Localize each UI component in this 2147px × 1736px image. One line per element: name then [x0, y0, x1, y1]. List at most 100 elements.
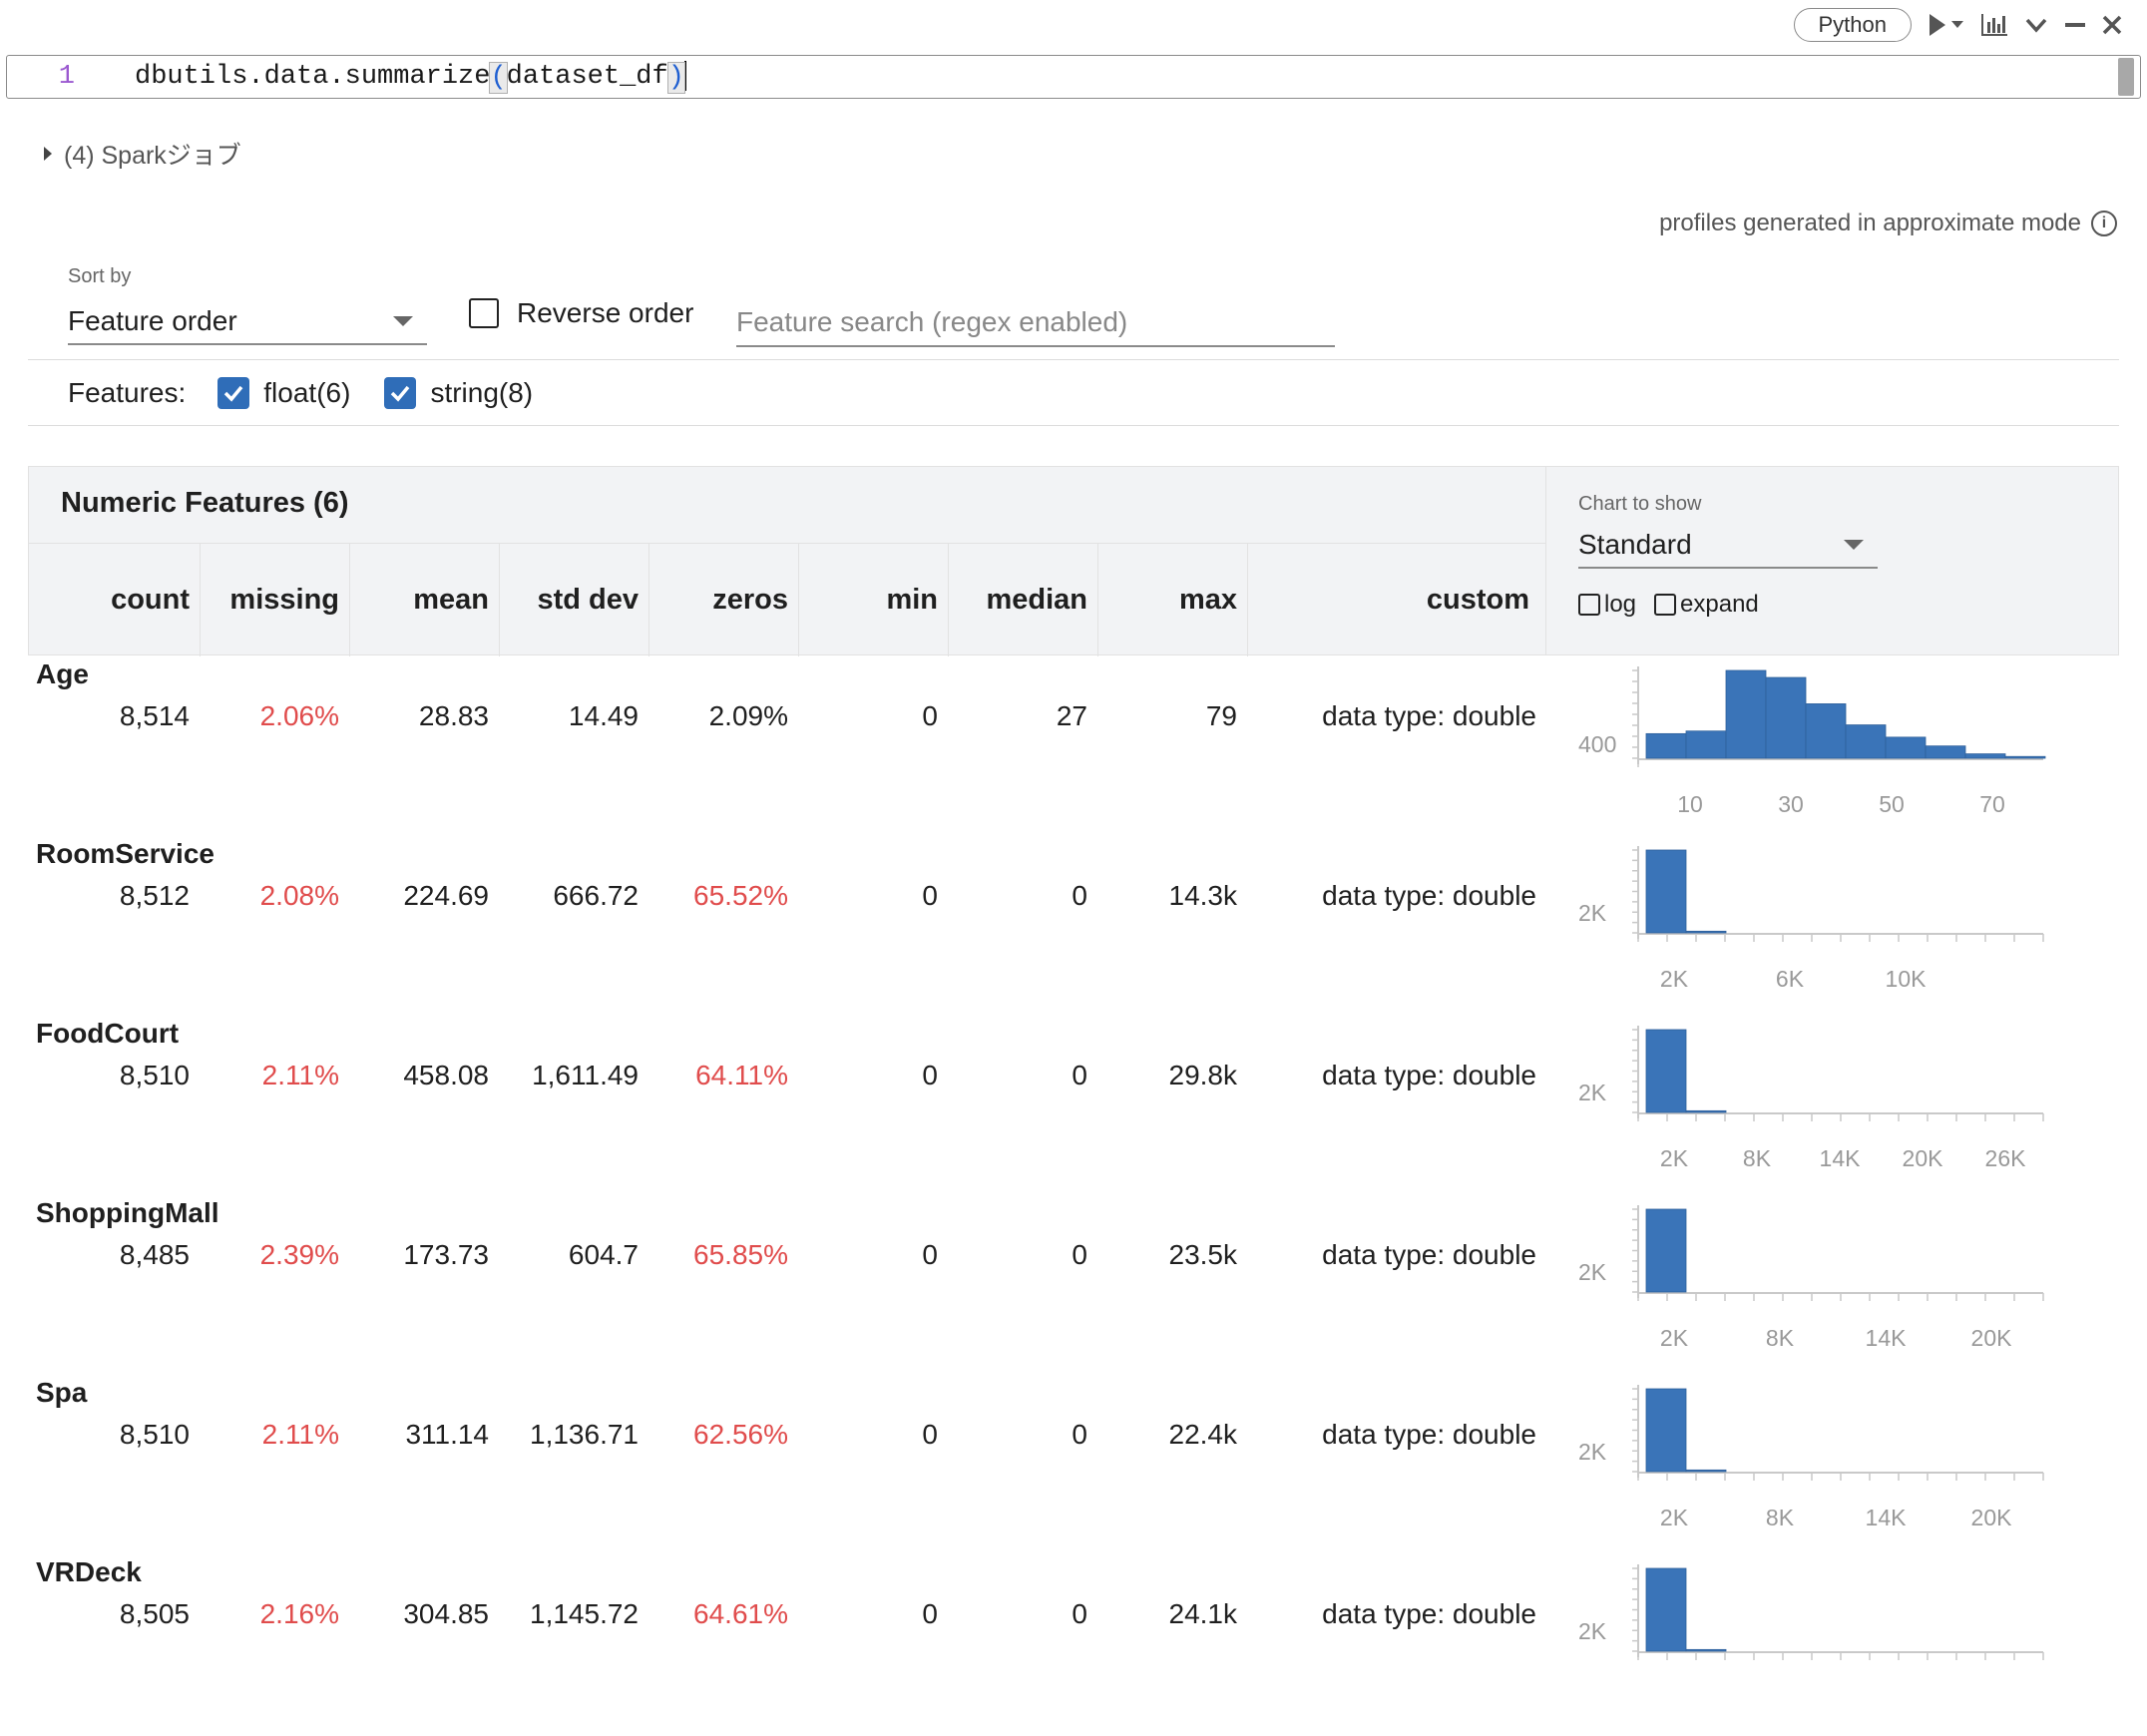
histogram-bar[interactable] [1645, 1029, 1687, 1113]
cell-custom: data type: double [1322, 1598, 1536, 1629]
cell-min: 0 [922, 880, 938, 911]
histogram-bar[interactable] [1845, 724, 1887, 759]
expand-checkbox[interactable]: expand [1654, 591, 1759, 619]
col-header-mean[interactable]: mean [350, 544, 500, 656]
x-tick-label: 20K [1971, 1325, 2013, 1351]
col-header-custom[interactable]: custom [1426, 584, 1529, 616]
numeric-features-header: Numeric Features (6) count missing mean … [28, 466, 2119, 656]
cell-median: 0 [1072, 1239, 1087, 1270]
checkbox-icon [1654, 594, 1677, 616]
histogram-bar[interactable] [1685, 1469, 1727, 1473]
col-header-zeros[interactable]: zeros [649, 544, 799, 656]
divider [28, 359, 2119, 360]
cell-max: 14.3k [1168, 880, 1238, 911]
cell-missing: 2.11% [261, 1419, 339, 1450]
x-tick-label: 2K [1660, 1505, 1689, 1530]
cell-zeros: 62.56% [693, 1419, 788, 1450]
col-header-missing[interactable]: missing [201, 544, 350, 656]
cell-missing: 2.08% [259, 880, 339, 911]
info-icon[interactable]: i [2091, 211, 2117, 236]
x-tick-label: 2K [1660, 1145, 1689, 1171]
cell-count: 8,505 [119, 1598, 190, 1629]
cell-count: 8,485 [119, 1239, 190, 1270]
code-line[interactable]: dbutils.data.summarize(dataset_df) [135, 61, 686, 94]
editor-scrollbar[interactable] [2118, 58, 2134, 96]
histogram-bar[interactable] [1885, 736, 1927, 759]
x-tick-label: 70 [1979, 791, 2005, 817]
minimize-icon[interactable] [2063, 13, 2087, 37]
y-tick-label: 2K [1578, 1618, 1607, 1644]
histogram-bar[interactable] [1725, 669, 1767, 759]
feature-type-float[interactable]: float(6) [217, 377, 350, 409]
histogram-bar[interactable] [2004, 755, 2046, 759]
x-tick-label: 8K [1743, 1145, 1772, 1171]
x-tick-label: 2K [1660, 966, 1689, 992]
histogram-bar[interactable] [1685, 930, 1727, 934]
sort-by-label: Sort by [68, 265, 132, 287]
cell-zeros: 64.61% [693, 1598, 788, 1629]
histogram-bar[interactable] [1645, 1388, 1687, 1473]
reverse-order-label: Reverse order [517, 297, 694, 328]
histogram-bar[interactable] [1805, 703, 1847, 759]
cell-std-dev: 1,611.49 [532, 1060, 639, 1090]
histogram-bar[interactable] [1964, 753, 2006, 759]
cell-toolbar: Python [1793, 8, 2124, 42]
col-header-min[interactable]: min [799, 544, 949, 656]
col-header-std-dev[interactable]: std dev [500, 544, 649, 656]
histogram-bar[interactable] [1925, 745, 1966, 759]
feature-row: Age 8,514 2.06% 28.83 14.49 2.09% 0 27 79 data ty… [0, 658, 2147, 838]
col-header-count[interactable]: count [29, 544, 201, 656]
histogram-chart: 2K 2K 8K 14K 20K [1578, 1385, 2044, 1530]
cell-min: 0 [922, 1419, 938, 1450]
cell-count: 8,510 [119, 1419, 190, 1450]
cell-mean: 28.83 [418, 700, 489, 731]
cell-custom: data type: double [1322, 1239, 1536, 1270]
feature-type-string[interactable]: string(8) [384, 377, 533, 409]
cell-custom: data type: double [1322, 1060, 1536, 1090]
approx-mode-note: profiles generated in approximate mode i [1659, 210, 2117, 237]
log-checkbox[interactable]: log [1578, 591, 1636, 619]
histogram-bar[interactable] [1685, 1109, 1727, 1113]
histogram-bar[interactable] [1645, 1208, 1687, 1293]
code-call: dbutils.data.summarize [135, 62, 491, 93]
histogram-bar[interactable] [1685, 1648, 1727, 1652]
histogram-bar[interactable] [1645, 849, 1687, 934]
feature-search-input[interactable] [736, 299, 1335, 347]
histogram-bar[interactable] [1645, 732, 1687, 759]
reverse-order-checkbox[interactable]: Reverse order [469, 297, 693, 329]
histogram-chart: 2K 2K 8K 14K 20K [1578, 1205, 2044, 1351]
run-icon[interactable] [1926, 10, 1965, 40]
histogram-bar[interactable] [1685, 730, 1727, 759]
col-header-median[interactable]: median [949, 544, 1098, 656]
histogram-chart: 2K [1578, 1564, 2044, 1660]
chart-icon[interactable] [1979, 10, 2009, 40]
y-tick-label: 2K [1578, 1439, 1607, 1465]
x-tick-label: 26K [1985, 1145, 2027, 1171]
code-editor[interactable]: 1 dbutils.data.summarize(dataset_df) [6, 55, 2141, 99]
feature-row: RoomService 8,512 2.08% 224.69 666.72 65.52% 0… [0, 838, 2147, 1018]
sort-by-select[interactable]: Feature order [68, 299, 427, 345]
col-header-max[interactable]: max [1098, 544, 1248, 656]
cell-mean: 173.73 [403, 1239, 489, 1270]
x-tick-label: 8K [1766, 1325, 1795, 1351]
collapse-chevron-icon[interactable] [2023, 12, 2049, 38]
features-label: Features: [68, 377, 187, 408]
chart-to-show-select[interactable]: Standard [1578, 523, 1878, 569]
close-icon[interactable] [2101, 14, 2123, 36]
feature-name: VRDeck [36, 1556, 142, 1587]
cell-std-dev: 604.7 [568, 1239, 639, 1270]
histogram-bar[interactable] [1645, 1567, 1687, 1652]
histogram-bar[interactable] [1765, 676, 1807, 759]
language-button[interactable]: Python [1793, 8, 1912, 42]
histogram-chart: 400 10 30 50 70 [1578, 666, 2046, 817]
spark-jobs-toggle[interactable]: (4) Sparkジョブ [44, 136, 241, 172]
cell-mean: 304.85 [403, 1598, 489, 1629]
feature-row: ShoppingMall 8,485 2.39% 173.73 604.7 65.85% 0… [0, 1197, 2147, 1377]
feature-name: ShoppingMall [36, 1197, 219, 1228]
chart-to-show-value: Standard [1578, 529, 1692, 560]
log-label: log [1604, 591, 1637, 618]
feature-name: Age [36, 658, 89, 689]
line-number: 1 [58, 62, 75, 92]
x-tick-label: 10 [1677, 791, 1703, 817]
cell-mean: 311.14 [405, 1419, 489, 1450]
